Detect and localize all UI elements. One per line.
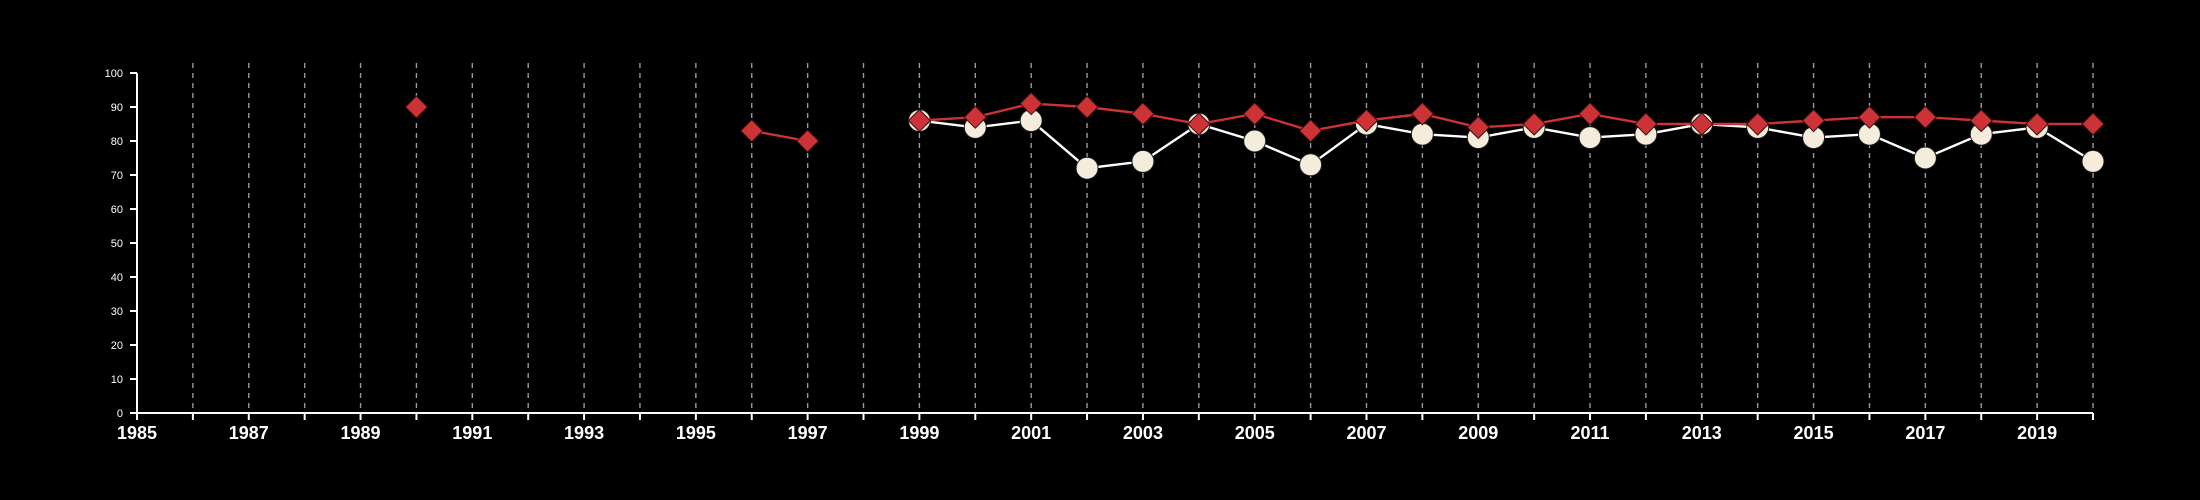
- x-tick-label: 2009: [1458, 423, 1498, 443]
- x-tick-label: 1991: [452, 423, 492, 443]
- data-point-circle: [1578, 126, 1602, 150]
- axes: [130, 72, 2094, 420]
- data-point-diamond: [1354, 108, 1379, 133]
- data-point-diamond: [1298, 119, 1323, 143]
- data-point-circle: [1913, 146, 1937, 170]
- x-tick-label: 2019: [2017, 423, 2057, 443]
- data-point-circle: [1299, 153, 1323, 177]
- x-tick-label: 1995: [676, 423, 716, 443]
- y-tick-label: 80: [111, 136, 123, 148]
- data-point-diamond: [404, 95, 429, 119]
- data-point-circle: [1075, 156, 1099, 180]
- data-point-diamond: [1690, 112, 1714, 136]
- x-tick-label: 2015: [1794, 423, 1834, 443]
- x-tick-label: 1999: [899, 423, 939, 443]
- data-point-diamond: [1187, 112, 1211, 136]
- x-tick-label: 2017: [1905, 423, 1945, 443]
- series-line: [919, 119, 2094, 170]
- y-tick-label: 30: [111, 306, 123, 318]
- data-point-diamond: [1913, 105, 1938, 129]
- series-diamond: [404, 91, 2105, 153]
- y-tick-label: 50: [111, 238, 123, 250]
- data-point-diamond: [1857, 105, 1882, 129]
- x-tick-label: 2001: [1011, 423, 1051, 443]
- x-tick-label: 1987: [229, 423, 269, 443]
- x-tick-label: 1997: [788, 423, 828, 443]
- x-axis-tick-labels: 1985 1987 1989 1991 1993 1995 1997 1999 2001 2003…: [117, 423, 2057, 443]
- data-point-diamond: [1466, 115, 1490, 140]
- x-tick-label: 2003: [1123, 423, 1163, 443]
- data-series: [404, 91, 2105, 180]
- data-point-circle: [1243, 129, 1267, 153]
- series-line: [919, 102, 2093, 133]
- y-axis-tick-labels: 0 10 20 30 40 50 60 70 80 90 100: [105, 68, 123, 420]
- data-point-diamond: [1969, 108, 1993, 133]
- x-tick-label: 2013: [1682, 423, 1722, 443]
- y-tick-label: 100: [105, 68, 123, 80]
- vertical-grid: [192, 63, 2094, 413]
- x-tick-label: 1985: [117, 423, 157, 443]
- data-point-circle: [1131, 149, 1155, 173]
- data-point-circle: [1410, 122, 1434, 146]
- data-point-diamond: [1019, 91, 1043, 116]
- x-tick-label: 2005: [1235, 423, 1275, 443]
- data-point-diamond: [1801, 108, 1826, 133]
- y-tick-label: 60: [111, 204, 123, 216]
- data-point-diamond: [1131, 102, 1155, 126]
- data-point-diamond: [1745, 112, 1770, 136]
- data-point-diamond: [1075, 95, 1099, 119]
- data-point-circle: [2081, 149, 2105, 173]
- x-tick-label: 1993: [564, 423, 604, 443]
- y-tick-label: 20: [111, 340, 123, 352]
- data-point-diamond: [2025, 112, 2049, 136]
- data-point-diamond: [1243, 102, 1267, 126]
- y-tick-label: 10: [111, 374, 123, 386]
- data-point-diamond: [1410, 102, 1435, 126]
- data-point-diamond: [740, 119, 764, 143]
- data-point-diamond: [1578, 102, 1602, 126]
- x-tick-label: 2011: [1570, 423, 1609, 443]
- y-tick-label: 90: [111, 102, 123, 114]
- x-tick-label: 2007: [1346, 423, 1386, 443]
- data-point-diamond: [795, 129, 820, 153]
- y-tick-label: 70: [111, 170, 123, 182]
- data-point-diamond: [2081, 112, 2105, 136]
- x-tick-label: 1989: [341, 423, 381, 443]
- y-tick-label: 40: [111, 272, 123, 284]
- data-point-diamond: [907, 108, 932, 133]
- data-point-diamond: [1522, 112, 1546, 136]
- data-point-diamond: [963, 105, 987, 129]
- data-point-diamond: [1634, 112, 1658, 136]
- y-tick-label: 0: [117, 408, 123, 420]
